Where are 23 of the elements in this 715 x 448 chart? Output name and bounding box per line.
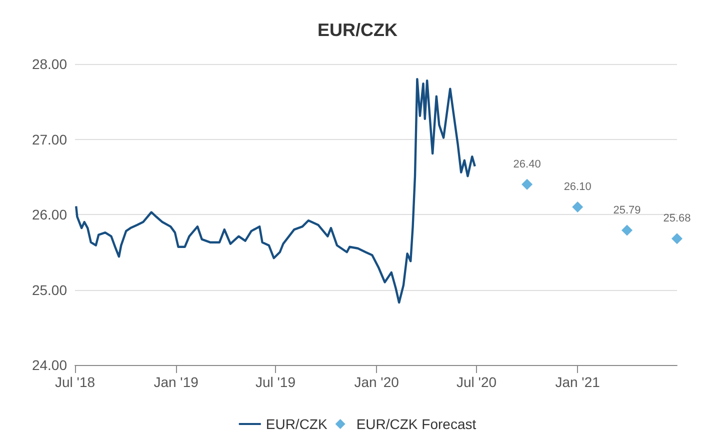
x-tick-label: Jan '21 xyxy=(555,374,600,390)
data-label: 25.68 xyxy=(663,212,691,225)
y-tick-label: 26.00 xyxy=(32,206,68,222)
x-tick-label: Jan '20 xyxy=(354,374,400,390)
y-tick-label: 25.00 xyxy=(32,282,68,298)
y-tick-label: 27.00 xyxy=(32,131,68,148)
data-label: 25.79 xyxy=(613,204,641,216)
x-tick-label: Jul '18 xyxy=(54,374,96,390)
legend-label: EUR/CZK Forecast xyxy=(356,416,476,432)
chart-title: EUR/CZK xyxy=(318,20,398,40)
x-tick-label: Jul '19 xyxy=(255,374,296,390)
x-tick-label: Jan '19 xyxy=(154,374,199,390)
legend-label: EUR/CZK xyxy=(266,416,328,432)
point xyxy=(522,178,533,190)
data-label: 26.40 xyxy=(513,158,541,170)
point xyxy=(572,201,584,212)
point xyxy=(622,224,633,236)
point xyxy=(672,233,682,244)
y-tick-label: 24.00 xyxy=(32,357,68,373)
data-label: 26.10 xyxy=(564,180,592,193)
line-series xyxy=(75,78,476,304)
y-tick-label: 28.00 xyxy=(32,56,68,72)
x-tick-label: Jul '20 xyxy=(456,374,497,390)
